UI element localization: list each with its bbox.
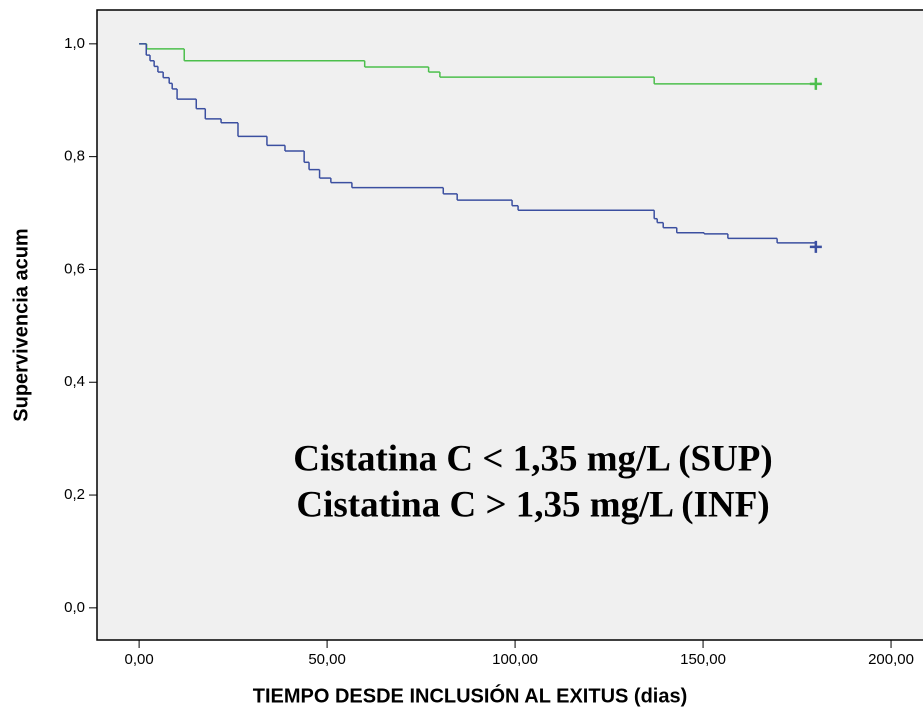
x-axis-title: TIEMPO DESDE INCLUSIÓN AL EXITUS (dias)	[253, 683, 688, 707]
x-tick-label: 50,00	[308, 651, 346, 668]
plot-area	[96, 9, 923, 641]
y-tick-label: 0,2	[64, 486, 85, 503]
censor-mark	[809, 240, 822, 253]
y-tick-label: 1,0	[64, 35, 85, 52]
censor-mark	[809, 77, 822, 90]
y-tick-label: 0,8	[64, 148, 85, 165]
annotation: Cistatina C > 1,35 mg/L (INF)	[296, 484, 769, 525]
y-tick-label: 0,4	[64, 373, 85, 390]
x-tick-label: 200,00	[868, 651, 914, 668]
x-tick-label: 100,00	[492, 651, 538, 668]
y-tick-label: 0,6	[64, 260, 85, 277]
y-axis-title: Supervivencia acum	[10, 228, 32, 421]
y-tick-label: 0,0	[64, 599, 85, 616]
annotation: Cistatina C < 1,35 mg/L (SUP)	[293, 438, 772, 479]
x-tick-label: 0,00	[125, 651, 154, 668]
x-tick-label: 150,00	[680, 651, 726, 668]
